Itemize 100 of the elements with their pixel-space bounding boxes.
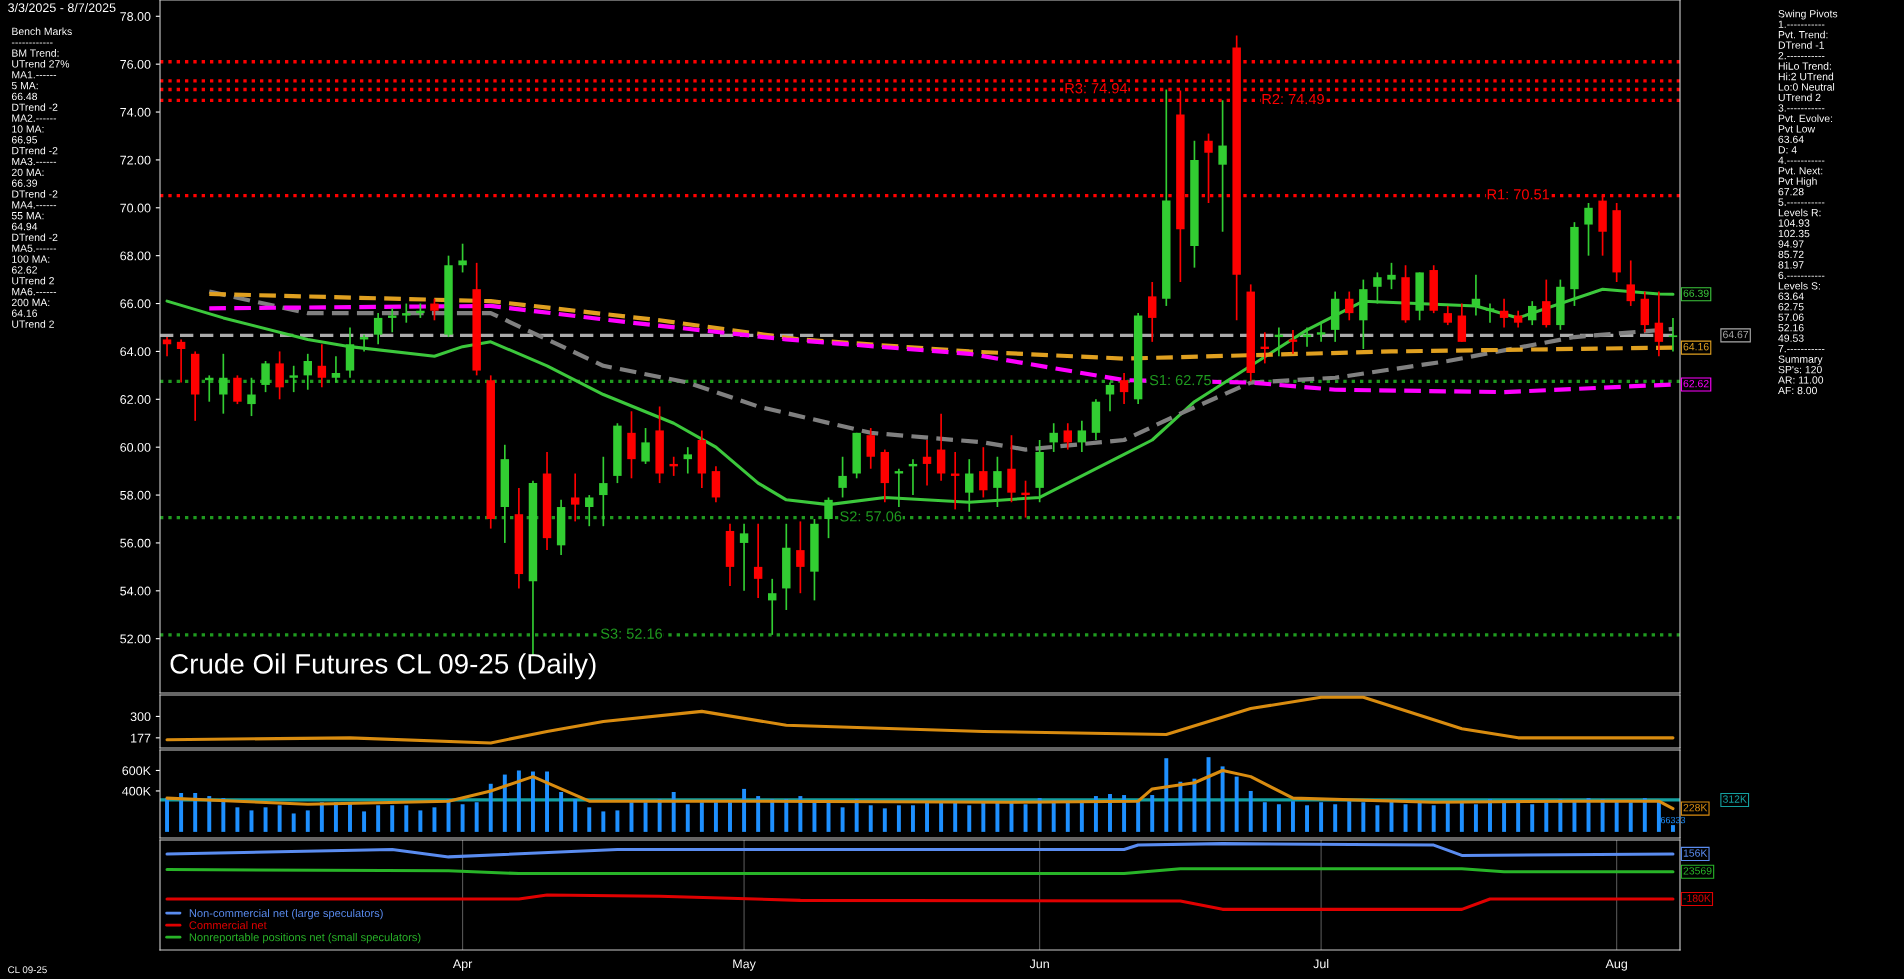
- candlestick: [247, 376, 256, 417]
- candlestick: [936, 412, 946, 482]
- candlestick: [458, 242, 467, 274]
- bar: [1136, 801, 1141, 832]
- bar: [305, 810, 310, 832]
- bar: [1431, 805, 1436, 832]
- y-tick-label: 54.00: [120, 586, 151, 596]
- candlestick: [838, 455, 847, 499]
- bar: [559, 791, 564, 832]
- candlestick: [866, 427, 875, 470]
- bar: [362, 811, 367, 832]
- candlestick: [261, 360, 270, 393]
- bar: [1065, 802, 1070, 832]
- candlestick: [1443, 305, 1452, 326]
- bar: [1473, 804, 1478, 832]
- bar: [910, 805, 915, 832]
- x-tick-label: Jun: [1029, 959, 1049, 969]
- candlestick: [1528, 300, 1537, 326]
- candlestick: [1584, 202, 1593, 257]
- bar: [165, 798, 170, 832]
- bar: [404, 805, 409, 832]
- bar: [1375, 805, 1380, 832]
- candlestick: [585, 494, 594, 528]
- y-tick-label: 58.00: [120, 490, 151, 500]
- bar: [1262, 802, 1267, 832]
- candlestick: [768, 578, 777, 636]
- x-tick-label: Aug: [1605, 959, 1627, 971]
- candlestick: [753, 522, 763, 599]
- bar: [1502, 802, 1507, 832]
- bar: [1544, 802, 1549, 832]
- y-tick-label: 78.00: [120, 12, 151, 21]
- y-tick-label: 177: [131, 733, 151, 743]
- bar: [882, 808, 887, 832]
- bar: [981, 802, 986, 832]
- ref-line-label: 312K: [1722, 795, 1747, 803]
- data-label: 66.39: [1683, 289, 1709, 298]
- ref-line-label: R3: 74.94: [1065, 83, 1128, 94]
- candlestick: [1387, 262, 1396, 291]
- bar: [1333, 804, 1338, 832]
- bar: [854, 799, 859, 832]
- data-label: 156K: [1683, 849, 1708, 857]
- bar: [967, 805, 972, 832]
- y-tick-label: 66.00: [120, 299, 151, 309]
- candlestick: [641, 427, 650, 465]
- candlestick: [1654, 290, 1664, 358]
- bar: [1305, 805, 1310, 832]
- bar: [1530, 804, 1535, 832]
- bar: [545, 771, 550, 832]
- data-label: 228K: [1683, 803, 1708, 812]
- bar: [643, 802, 648, 832]
- candlestick: [683, 446, 692, 475]
- bar: [418, 810, 423, 832]
- data-label: -180K: [1683, 894, 1711, 902]
- candlestick: [1148, 281, 1157, 343]
- candlestick: [233, 374, 242, 405]
- bar: [530, 771, 535, 832]
- bar: [573, 799, 578, 832]
- bar: [193, 792, 198, 832]
- y-tick-label: 68.00: [120, 251, 151, 261]
- bar: [502, 774, 507, 832]
- bar: [221, 798, 226, 832]
- bar: [1037, 798, 1042, 832]
- bar: [953, 802, 958, 832]
- bar: [657, 799, 662, 832]
- bar: [1572, 801, 1577, 832]
- bar: [1234, 776, 1239, 832]
- candlestick: [979, 446, 988, 499]
- ref-line-label: S2: 57.06: [840, 511, 902, 522]
- bar: [1248, 790, 1253, 832]
- bar: [348, 802, 352, 832]
- bar: [1122, 795, 1127, 832]
- bar: [699, 802, 704, 832]
- candlestick: [1485, 302, 1495, 324]
- bar: [615, 810, 620, 832]
- bar: [1445, 801, 1450, 832]
- ref-line-label: S3: 52.16: [600, 628, 663, 639]
- bar: [1670, 825, 1675, 832]
- candlestick: [1105, 381, 1115, 413]
- bar: [1164, 758, 1169, 832]
- candlestick: [1007, 434, 1016, 504]
- bar: [1600, 799, 1605, 832]
- bar: [671, 791, 676, 832]
- bar: [1403, 804, 1408, 832]
- y-tick-label: 400K: [122, 786, 151, 796]
- legend-label: Non-commercial net (large speculators): [189, 908, 383, 920]
- bar: [319, 802, 324, 832]
- bar: [263, 807, 268, 832]
- bar: [685, 804, 690, 832]
- bar: [1459, 802, 1464, 832]
- text: Crude Oil Futures CL 09-25 (Daily): [170, 653, 596, 680]
- bar: [840, 807, 845, 832]
- data-label: 23569: [1683, 867, 1712, 875]
- bar: [713, 802, 718, 832]
- bar: [235, 807, 240, 832]
- bar: [1220, 766, 1225, 832]
- ref-line-label: R1: 70.51: [1487, 189, 1550, 200]
- candlestick: [669, 455, 678, 477]
- ref-line-label: 64.67: [1723, 330, 1749, 339]
- y-tick-label: 60.00: [120, 442, 151, 452]
- line-series: [165, 695, 1675, 745]
